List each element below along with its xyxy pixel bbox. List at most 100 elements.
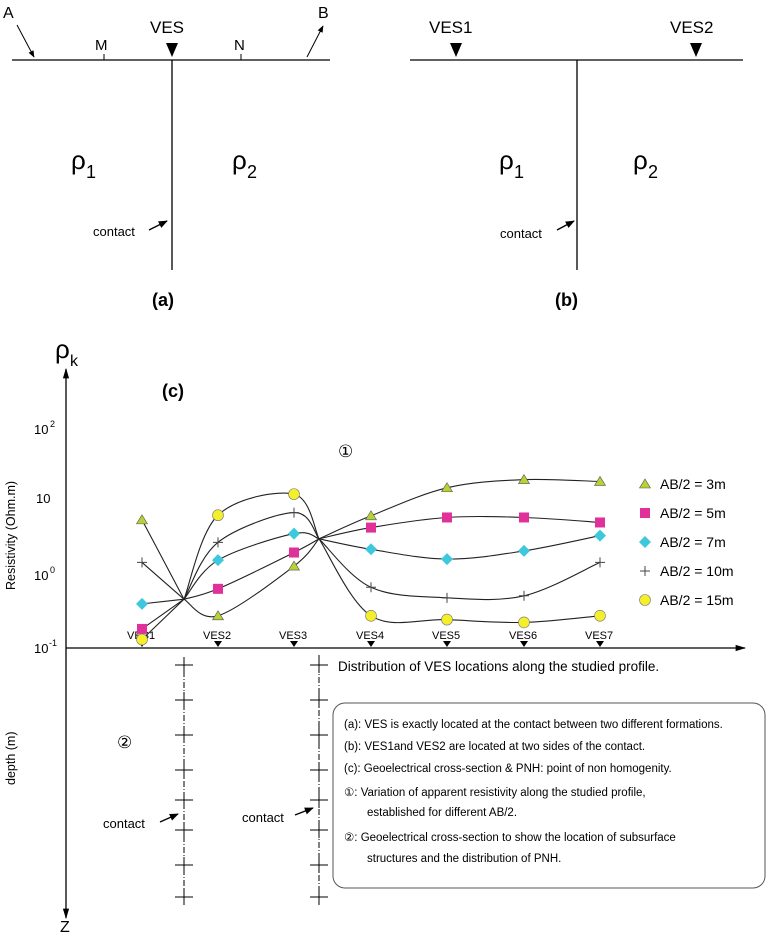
contact-arrow-right	[294, 807, 314, 816]
panel-b-rho1-sub: 1	[514, 162, 524, 182]
station-tick-ves7	[596, 641, 604, 647]
panel-b-station-1-marker	[450, 43, 462, 57]
chart-station-ticks: VES1VES2VES3VES4VES5VES6VES7	[127, 630, 613, 647]
legend-marker-square	[640, 508, 650, 518]
panel-a-rho1-sub: 1	[86, 162, 96, 182]
curve-AB25m-seg2	[183, 538, 320, 600]
marker-diamond-ves2	[212, 554, 224, 567]
station-tick-ves3	[290, 641, 298, 647]
marker-square-ves6	[519, 512, 529, 523]
legend-marker-triangle	[638, 478, 652, 489]
marker-circle-ves4	[365, 609, 377, 622]
marker-plus-ves1	[137, 557, 147, 568]
station-label-ves7: VES7	[585, 630, 613, 642]
marker-diamond-ves4	[365, 543, 377, 556]
cross-marker	[310, 762, 328, 778]
cross-marker	[310, 657, 328, 673]
contact-label-right: contact	[242, 810, 284, 825]
y-tick-1: 10 0	[34, 565, 55, 583]
marker-square-ves5	[442, 512, 452, 523]
marker-circle-ves5	[441, 613, 453, 626]
curve-AB215m-seg2	[183, 492, 320, 600]
panel-a-rho1-symbol: ρ	[71, 145, 86, 175]
panel-a-electrode-b: B	[318, 5, 329, 22]
panel-b-station-2-marker	[690, 43, 702, 57]
note-a: (a): VES is exactly located at the conta…	[344, 719, 723, 731]
panel-b-rho2: ρ 2	[633, 145, 658, 182]
legend-label-AB23m: AB/2 = 3m	[660, 476, 726, 492]
panel-b-rho1: ρ 1	[499, 145, 524, 182]
marker-square-ves1	[137, 623, 147, 634]
marker-triangle-ves3	[287, 560, 301, 571]
marker-diamond-ves5	[441, 553, 453, 566]
cross-marker	[175, 857, 193, 873]
cross-marker	[310, 692, 328, 708]
legend-marker-diamond	[639, 536, 651, 548]
note-2-line-1: ②: Geoelectrical cross-section to show t…	[344, 832, 676, 844]
panel-a-contact-label: contact	[93, 224, 135, 239]
y-tick-10-base: 10	[36, 491, 50, 506]
rho-k-label: ρ k	[55, 334, 79, 370]
cross-marker	[175, 822, 193, 838]
curve-AB210m-seg2	[183, 512, 320, 600]
contact-label-left: contact	[103, 816, 145, 831]
cross-marker	[175, 762, 193, 778]
station-tick-ves4	[367, 641, 375, 647]
legend-marker-plus	[640, 566, 650, 576]
marker-triangle-ves1	[135, 514, 149, 525]
depth-axis-label: depth (m)	[4, 732, 18, 786]
curve-AB210m-seg1	[141, 562, 185, 600]
panel-b-station-2-label: VES2	[670, 18, 713, 37]
notes-box-frame	[332, 702, 766, 889]
note-c: (c): Geoelectrical cross-section & PNH: …	[344, 763, 672, 775]
cross-marker	[175, 692, 193, 708]
marker-circle-ves7	[594, 609, 606, 622]
panel-a-station-label: VES	[150, 18, 184, 37]
station-tick-ves5	[443, 641, 451, 647]
marker-diamond-ves7	[594, 529, 606, 542]
y-tick-100-base: 10	[34, 422, 48, 437]
panel-a: A M N B VES ρ 1 ρ 2 contact (a)	[3, 5, 330, 310]
panel-a-rho1: ρ 1	[71, 145, 96, 182]
panel-a-label: (a)	[152, 290, 174, 310]
legend-label-AB210m: AB/2 = 10m	[660, 563, 734, 579]
panel-a-rho2-sub: 2	[247, 162, 257, 182]
y-tick-1-base: 10	[34, 568, 48, 583]
y-tick-0.1-base: 10	[34, 641, 48, 656]
rho-k-symbol: ρ	[55, 334, 70, 364]
marker-circle-ves3	[288, 488, 300, 500]
marker-diamond-ves1	[136, 597, 148, 610]
chart-legend: AB/2 = 3m AB/2 = 5m AB/2 = 7m AB/2 = 10m AB/…	[638, 476, 734, 608]
note-2-line-2: structures and the distribution of PNH.	[367, 853, 561, 865]
marker-circle-ves6	[518, 616, 530, 629]
cross-marker	[175, 792, 193, 808]
cross-marker	[310, 889, 328, 905]
cross-marker	[310, 822, 328, 838]
marker-square-ves7	[595, 517, 605, 528]
marker-circle-ves2	[212, 509, 224, 522]
legend-marker-circle	[639, 594, 651, 606]
marker-plus-ves4	[366, 582, 376, 593]
station-label-ves4: VES4	[356, 630, 384, 642]
note-1-line-1: ①: Variation of apparent resistivity alo…	[344, 787, 646, 799]
y-tick-100: 10 2	[34, 419, 55, 437]
station-label-ves2: VES2	[203, 630, 231, 642]
marker-triangle-ves6	[517, 474, 531, 484]
marker-square-ves4	[366, 522, 376, 533]
panel-a-electrode-n: N	[234, 37, 245, 54]
marker-plus-ves2	[213, 537, 223, 548]
cross-marker	[310, 727, 328, 743]
panel-b-label: (b)	[555, 290, 578, 310]
marker-triangle-ves4	[364, 510, 378, 521]
station-tick-ves6	[520, 641, 528, 647]
marker-triangle-ves5	[440, 482, 454, 493]
station-tick-ves2	[214, 641, 222, 647]
y-tick-1-exp: 0	[50, 565, 55, 575]
panel-b-rho2-sub: 2	[648, 162, 658, 182]
panel-a-electrode-m: M	[95, 37, 108, 54]
legend-label-AB215m: AB/2 = 15m	[660, 592, 734, 608]
contact-arrow-left	[159, 813, 179, 823]
panel-a-rho2-symbol: ρ	[232, 145, 247, 175]
marker-plus-ves5	[442, 592, 452, 603]
